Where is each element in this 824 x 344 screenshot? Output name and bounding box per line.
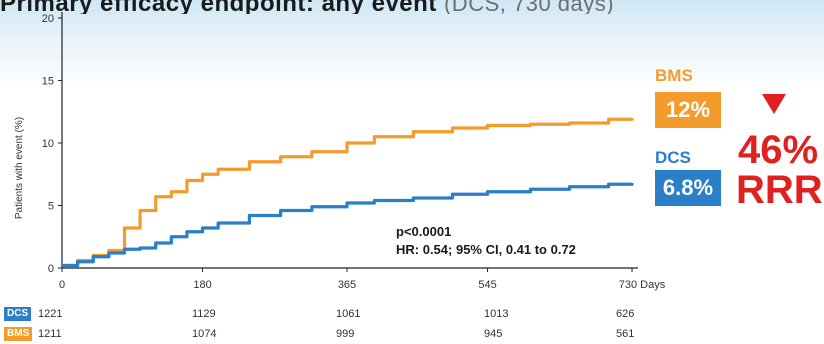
risk-cell: 1013 <box>484 308 509 320</box>
y-tick-label: 0 <box>48 263 54 275</box>
bms-callout-label: BMS <box>655 66 693 85</box>
banner-main-text: Primary efficacy endpoint: any event <box>0 0 437 14</box>
banner-title: Primary efficacy endpoint: any event (DC… <box>0 0 824 14</box>
risk-cell: 1061 <box>336 308 361 320</box>
rrr-label: RRR <box>736 168 823 212</box>
rrr-value: 46% <box>737 128 819 172</box>
risk-cell: 626 <box>616 308 635 320</box>
risk-cell: 561 <box>616 328 635 340</box>
series-line-bms <box>62 117 634 268</box>
x-tick-label: 180 <box>193 279 211 291</box>
chart-axes <box>61 12 638 269</box>
y-axis-label: Patients with event (%) <box>14 117 25 219</box>
risk-row-label: DCS <box>4 307 32 321</box>
x-tick-label: 730 Days <box>619 279 666 291</box>
dcs-callout-box: 6.8% <box>655 170 721 206</box>
x-tick-label: 545 <box>478 279 496 291</box>
risk-cell: 1211 <box>38 328 62 340</box>
risk-row-dcs: DCS 1221 1129 1061 1013 626 <box>0 306 660 322</box>
risk-cell: 945 <box>484 328 503 340</box>
chart-lines <box>62 117 634 268</box>
down-triangle-icon <box>762 94 786 114</box>
y-tick-label: 5 <box>48 201 54 213</box>
risk-cell: 1221 <box>38 308 63 320</box>
y-tick-label: 20 <box>42 13 54 25</box>
hazard-ratio-text: HR: 0.54; 95% CI, 0.41 to 0.72 <box>396 242 576 257</box>
risk-row-bms: BMS 1211 1074 999 945 561 <box>0 326 660 342</box>
y-tick-label: 10 <box>42 138 54 150</box>
dcs-callout-label: DCS <box>655 148 691 167</box>
chart-ticks: 0 5 10 15 20 0 180 365 545 730 Days <box>42 13 666 291</box>
bms-callout-box: 12% <box>655 92 721 128</box>
risk-cell: 999 <box>336 328 355 340</box>
series-line-dcs <box>62 182 634 268</box>
x-tick-label: 0 <box>59 279 65 291</box>
risk-cell: 1129 <box>192 308 216 320</box>
risk-cell: 1074 <box>192 328 217 340</box>
risk-row-label: BMS <box>4 327 33 341</box>
p-value-text: p<0.0001 <box>396 224 451 239</box>
y-tick-label: 15 <box>42 76 54 88</box>
banner-faded-text: (DCS, 730 days) <box>443 0 615 14</box>
x-tick-label: 365 <box>338 279 356 291</box>
